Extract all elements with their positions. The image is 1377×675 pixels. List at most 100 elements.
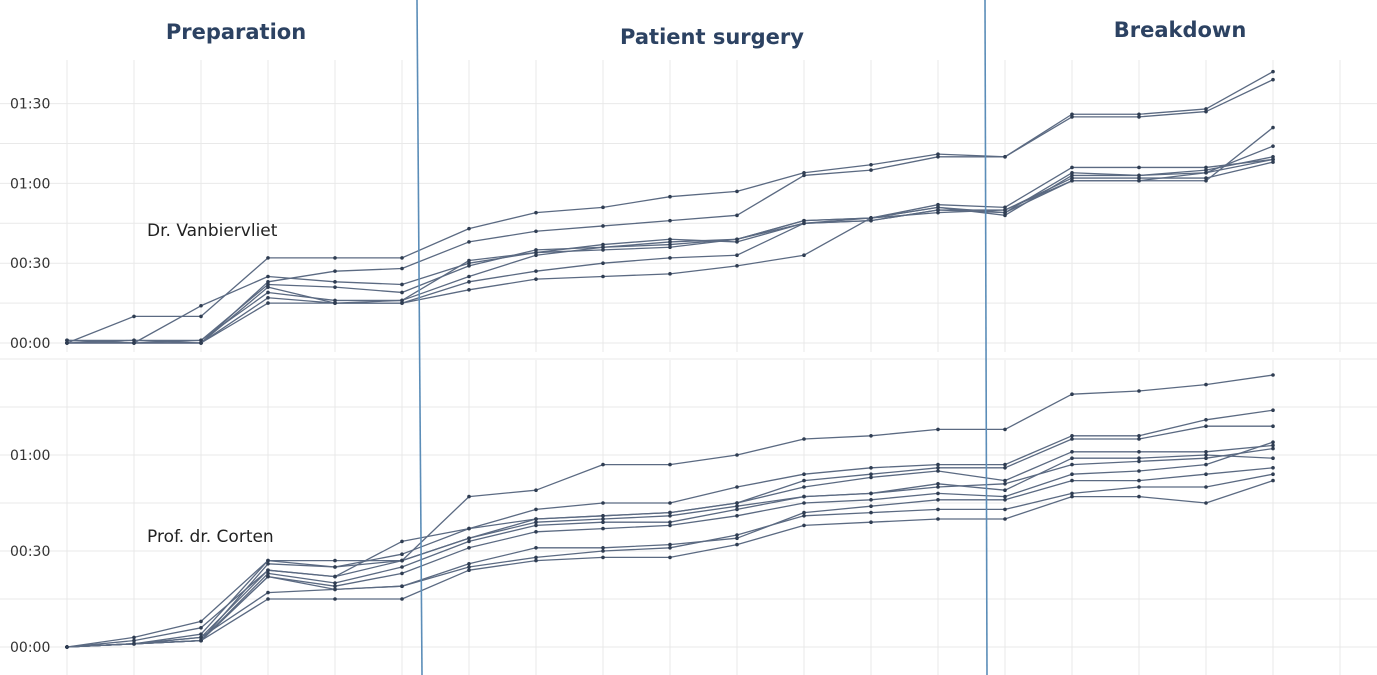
data-point [132, 314, 136, 319]
data-point [1204, 176, 1208, 180]
data-point [869, 475, 873, 480]
phase-divider-2 [984, 0, 988, 675]
data-point [735, 189, 739, 194]
data-point [1137, 112, 1141, 117]
data-point [1271, 478, 1275, 483]
phase-title-preparation: Preparation [166, 20, 306, 44]
data-point [802, 170, 806, 175]
data-point [668, 546, 672, 550]
data-point [266, 282, 270, 287]
data-point [467, 494, 471, 499]
data-point [601, 517, 605, 521]
data-point [534, 530, 538, 534]
data-point [1271, 77, 1275, 82]
data-point [333, 597, 337, 601]
data-point [601, 205, 605, 210]
data-point [869, 510, 873, 515]
series-line [65, 478, 1275, 649]
data-point [1070, 165, 1074, 170]
data-point [1204, 450, 1208, 454]
data-point [333, 256, 337, 260]
data-point [266, 597, 270, 601]
data-point [1003, 482, 1007, 486]
data-point [1003, 155, 1007, 159]
data-point [601, 274, 605, 279]
data-point [1204, 462, 1208, 467]
data-point [1003, 462, 1007, 467]
data-point [1204, 170, 1208, 175]
data-point [65, 645, 69, 649]
data-point [266, 295, 270, 300]
data-point [1271, 456, 1275, 461]
data-point [199, 303, 203, 308]
data-point [400, 584, 404, 588]
data-point [534, 269, 538, 273]
data-point [601, 526, 605, 531]
data-point [1204, 165, 1208, 170]
data-point [199, 619, 203, 624]
data-point [802, 173, 806, 178]
data-point [1271, 144, 1275, 148]
data-point [601, 520, 605, 524]
data-point [1137, 437, 1141, 441]
data-point [467, 274, 471, 279]
data-point [1137, 434, 1141, 438]
data-point [936, 482, 940, 486]
data-point [802, 494, 806, 499]
data-point [802, 218, 806, 223]
data-point [1271, 466, 1275, 470]
phase-divider-1 [416, 0, 423, 675]
data-point [534, 558, 538, 563]
data-point [1137, 494, 1141, 499]
data-point [869, 472, 873, 477]
data-point [1070, 115, 1074, 119]
data-point [735, 504, 739, 509]
data-point [1070, 434, 1074, 438]
data-point [1271, 157, 1275, 162]
data-point [266, 574, 270, 579]
data-point [1070, 478, 1074, 483]
data-point [936, 155, 940, 159]
data-point [1003, 427, 1007, 432]
data-point [266, 590, 270, 595]
data-point [400, 290, 404, 295]
data-point [936, 485, 940, 489]
data-point [534, 277, 538, 281]
data-point [266, 280, 270, 284]
series-line [65, 157, 1275, 345]
data-point [668, 501, 672, 505]
data-point [601, 501, 605, 505]
data-point [668, 555, 672, 560]
data-point [735, 542, 739, 547]
data-point [1070, 450, 1074, 454]
annotation-prof-dr-corten: Prof. dr. Corten [147, 527, 274, 547]
data-point [333, 298, 337, 303]
data-point [802, 437, 806, 441]
data-point [936, 466, 940, 470]
data-point [266, 568, 270, 572]
data-point [601, 514, 605, 518]
data-point [936, 507, 940, 512]
data-point [936, 205, 940, 210]
data-point [668, 194, 672, 199]
data-point [735, 507, 739, 512]
annotation-dr-vanbiervliet: Dr. Vanbiervliet [147, 221, 278, 241]
data-point [936, 498, 940, 502]
data-point [1070, 112, 1074, 117]
data-point [1137, 115, 1141, 119]
data-point [802, 472, 806, 477]
data-point [1271, 125, 1275, 130]
data-point [333, 574, 337, 579]
data-point [802, 478, 806, 483]
data-point [735, 514, 739, 518]
data-point [467, 280, 471, 284]
data-point [1271, 443, 1275, 448]
data-point [1003, 208, 1007, 212]
data-point [467, 240, 471, 244]
data-point [735, 453, 739, 457]
data-point [668, 462, 672, 467]
phase-title-patient-surgery: Patient surgery [620, 25, 804, 49]
data-point [802, 514, 806, 518]
data-point [333, 269, 337, 273]
data-point [400, 298, 404, 303]
